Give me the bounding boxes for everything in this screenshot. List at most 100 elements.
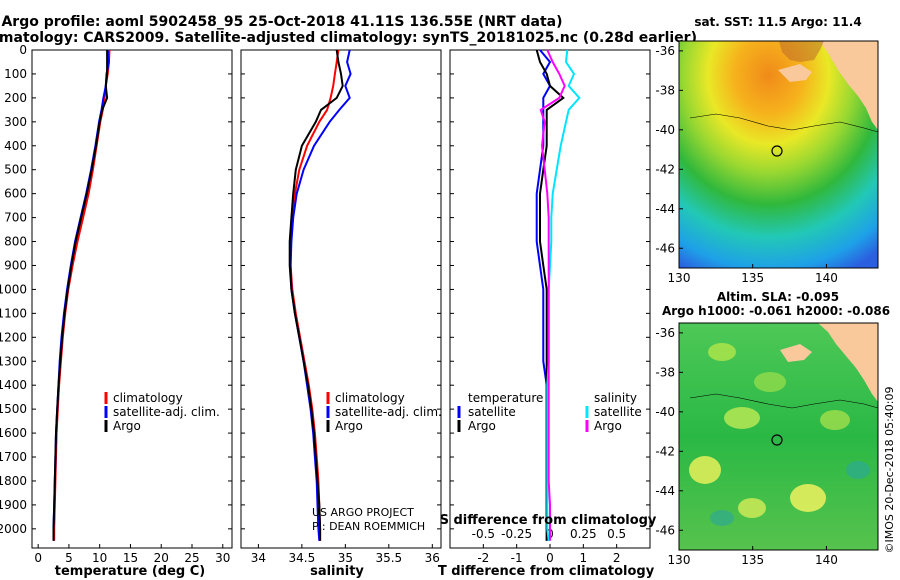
depth-tick-label: 500 [4, 163, 27, 177]
legend-heading-temperature: temperature [468, 391, 543, 405]
sst-map [678, 40, 879, 269]
map-x-tick-label: 130 [668, 553, 691, 567]
map-x-tick-label: 140 [815, 271, 838, 285]
map-y-tick-label: -46 [655, 523, 675, 537]
depth-tick-label: 1000 [0, 282, 27, 296]
series-line-argo [52, 50, 109, 541]
difference-legend: temperature satellite Argo salinity sate… [457, 391, 642, 433]
x-tick-label: 5 [65, 551, 73, 565]
argo-float-marker [771, 145, 783, 157]
depth-tick-label: 700 [4, 211, 27, 225]
legend-label-argo: Argo [335, 419, 363, 433]
x2-tick-label: 0.5 [607, 527, 626, 541]
x-tick-label: 34.5 [289, 551, 316, 565]
series-line-climatology [53, 49, 111, 541]
x-tick-label: 25 [184, 551, 199, 565]
depth-tick-label: 1900 [0, 498, 27, 512]
depth-tick-label: 900 [4, 258, 27, 272]
depth-tick-label: 100 [4, 67, 27, 81]
x-tick-label: 36 [425, 551, 440, 565]
sst-map-frame [678, 40, 879, 269]
x-tick-label: 0 [546, 551, 554, 565]
sla-map [678, 322, 879, 551]
salinity-profiles [288, 49, 352, 541]
sla-field [679, 323, 878, 550]
sla-map-title: Altim. SLA: -0.095 [717, 290, 839, 304]
figure-title-line2: Climatology: CARS2009. Satellite-adjuste… [0, 30, 697, 46]
x-tick-label: 35.5 [375, 551, 402, 565]
legend-label-s-satellite: satellite [594, 405, 642, 419]
depth-tick-label: 1400 [0, 378, 27, 392]
difference-axis: -2 -1 0 1 2-0.5 -0.25 0 0.25 0.5 [472, 527, 627, 565]
map-y-tick-label: -36 [655, 44, 675, 58]
map-x-tick-label: 130 [668, 271, 691, 285]
map-y-tick-label: -38 [655, 365, 675, 379]
x-tick-label: 0 [34, 551, 42, 565]
legend-label-t-satellite: satellite [468, 405, 516, 419]
series-line-temperature-argo [535, 49, 565, 541]
sla-anomaly [710, 510, 734, 526]
depth-tick-label: 2000 [0, 522, 27, 536]
project-label: US ARGO PROJECT [312, 506, 414, 519]
bathymetry-contour [689, 393, 879, 409]
map-y-tick-label: -40 [655, 123, 675, 137]
land-australia [820, 41, 878, 130]
legend-heading-salinity: salinity [594, 391, 637, 405]
legend-label-climatology: climatology [113, 391, 183, 405]
legend-label-argo: Argo [113, 419, 141, 433]
t-difference-axis-label: T difference from climatology [438, 564, 655, 579]
land-australia [818, 323, 878, 402]
sla-anomaly [724, 407, 760, 429]
sla-map-frame [678, 322, 879, 551]
x-tick-label: 2 [613, 551, 621, 565]
salinity-axis-label: salinity [310, 564, 364, 579]
sla-anomaly [738, 498, 766, 518]
x-tick-label: 34 [251, 551, 266, 565]
temperature-legend: climatology satellite-adj. clim. Argo [104, 391, 220, 433]
map-y-tick-label: -44 [655, 202, 675, 216]
legend-label-t-argo: Argo [468, 419, 496, 433]
argo-float-marker [771, 434, 783, 446]
series-line-argo [288, 49, 344, 541]
map-y-tick-label: -44 [655, 484, 675, 498]
sla-anomaly [790, 484, 826, 512]
x-tick-label: 10 [92, 551, 107, 565]
sla-anomaly [820, 410, 850, 430]
depth-tick-label: 1300 [0, 354, 27, 368]
s-difference-axis-label: S difference from climatology [440, 513, 657, 528]
legend-label-satellite: satellite-adj. clim. [335, 405, 442, 419]
map-y-tick-label: -38 [655, 83, 675, 97]
timestamp: ©IMOS 20-Dec-2018 05:40:09 [883, 387, 896, 554]
land-kangaroo-island [780, 344, 812, 362]
salinity-panel-frame [240, 49, 442, 549]
x2-tick-label: 0.25 [570, 527, 597, 541]
series-line-satellite-adj-clim- [289, 49, 352, 541]
legend-label-satellite: satellite-adj. clim. [113, 405, 220, 419]
depth-tick-label: 800 [4, 235, 27, 249]
legend-label-climatology: climatology [335, 391, 405, 405]
x-tick-label: 30 [215, 551, 230, 565]
depth-tick-label: 300 [4, 115, 27, 129]
x-tick-label: 20 [154, 551, 169, 565]
temperature-profiles [52, 49, 111, 541]
depth-tick-label: 0 [19, 43, 27, 57]
depth-tick-label: 1100 [0, 306, 27, 320]
sla-anomaly [754, 372, 786, 392]
map-y-tick-label: -40 [655, 405, 675, 419]
depth-tick-label: 1500 [0, 402, 27, 416]
depth-tick-label: 400 [4, 139, 27, 153]
depth-tick-label: 1700 [0, 450, 27, 464]
map-y-tick-label: -46 [655, 241, 675, 255]
depth-tick-label: 1800 [0, 474, 27, 488]
sla-anomaly [689, 456, 721, 484]
depth-axis: 0 100 200 300 400 500 600 700 800 900 1000 1100 1200… [0, 43, 650, 536]
map-x-tick-label: 135 [741, 553, 764, 567]
land-kangaroo-island [778, 64, 812, 82]
difference-panel-frame [449, 49, 651, 549]
x2-tick-label: -0.25 [501, 527, 532, 541]
salinity-legend: climatology satellite-adj. clim. Argo [326, 391, 442, 433]
temperature-axis: 0 5 10 15 20 25 30 [34, 544, 230, 565]
pi-label: PI: DEAN ROEMMICH [312, 520, 425, 533]
series-line-salinity-satellite [546, 49, 581, 541]
